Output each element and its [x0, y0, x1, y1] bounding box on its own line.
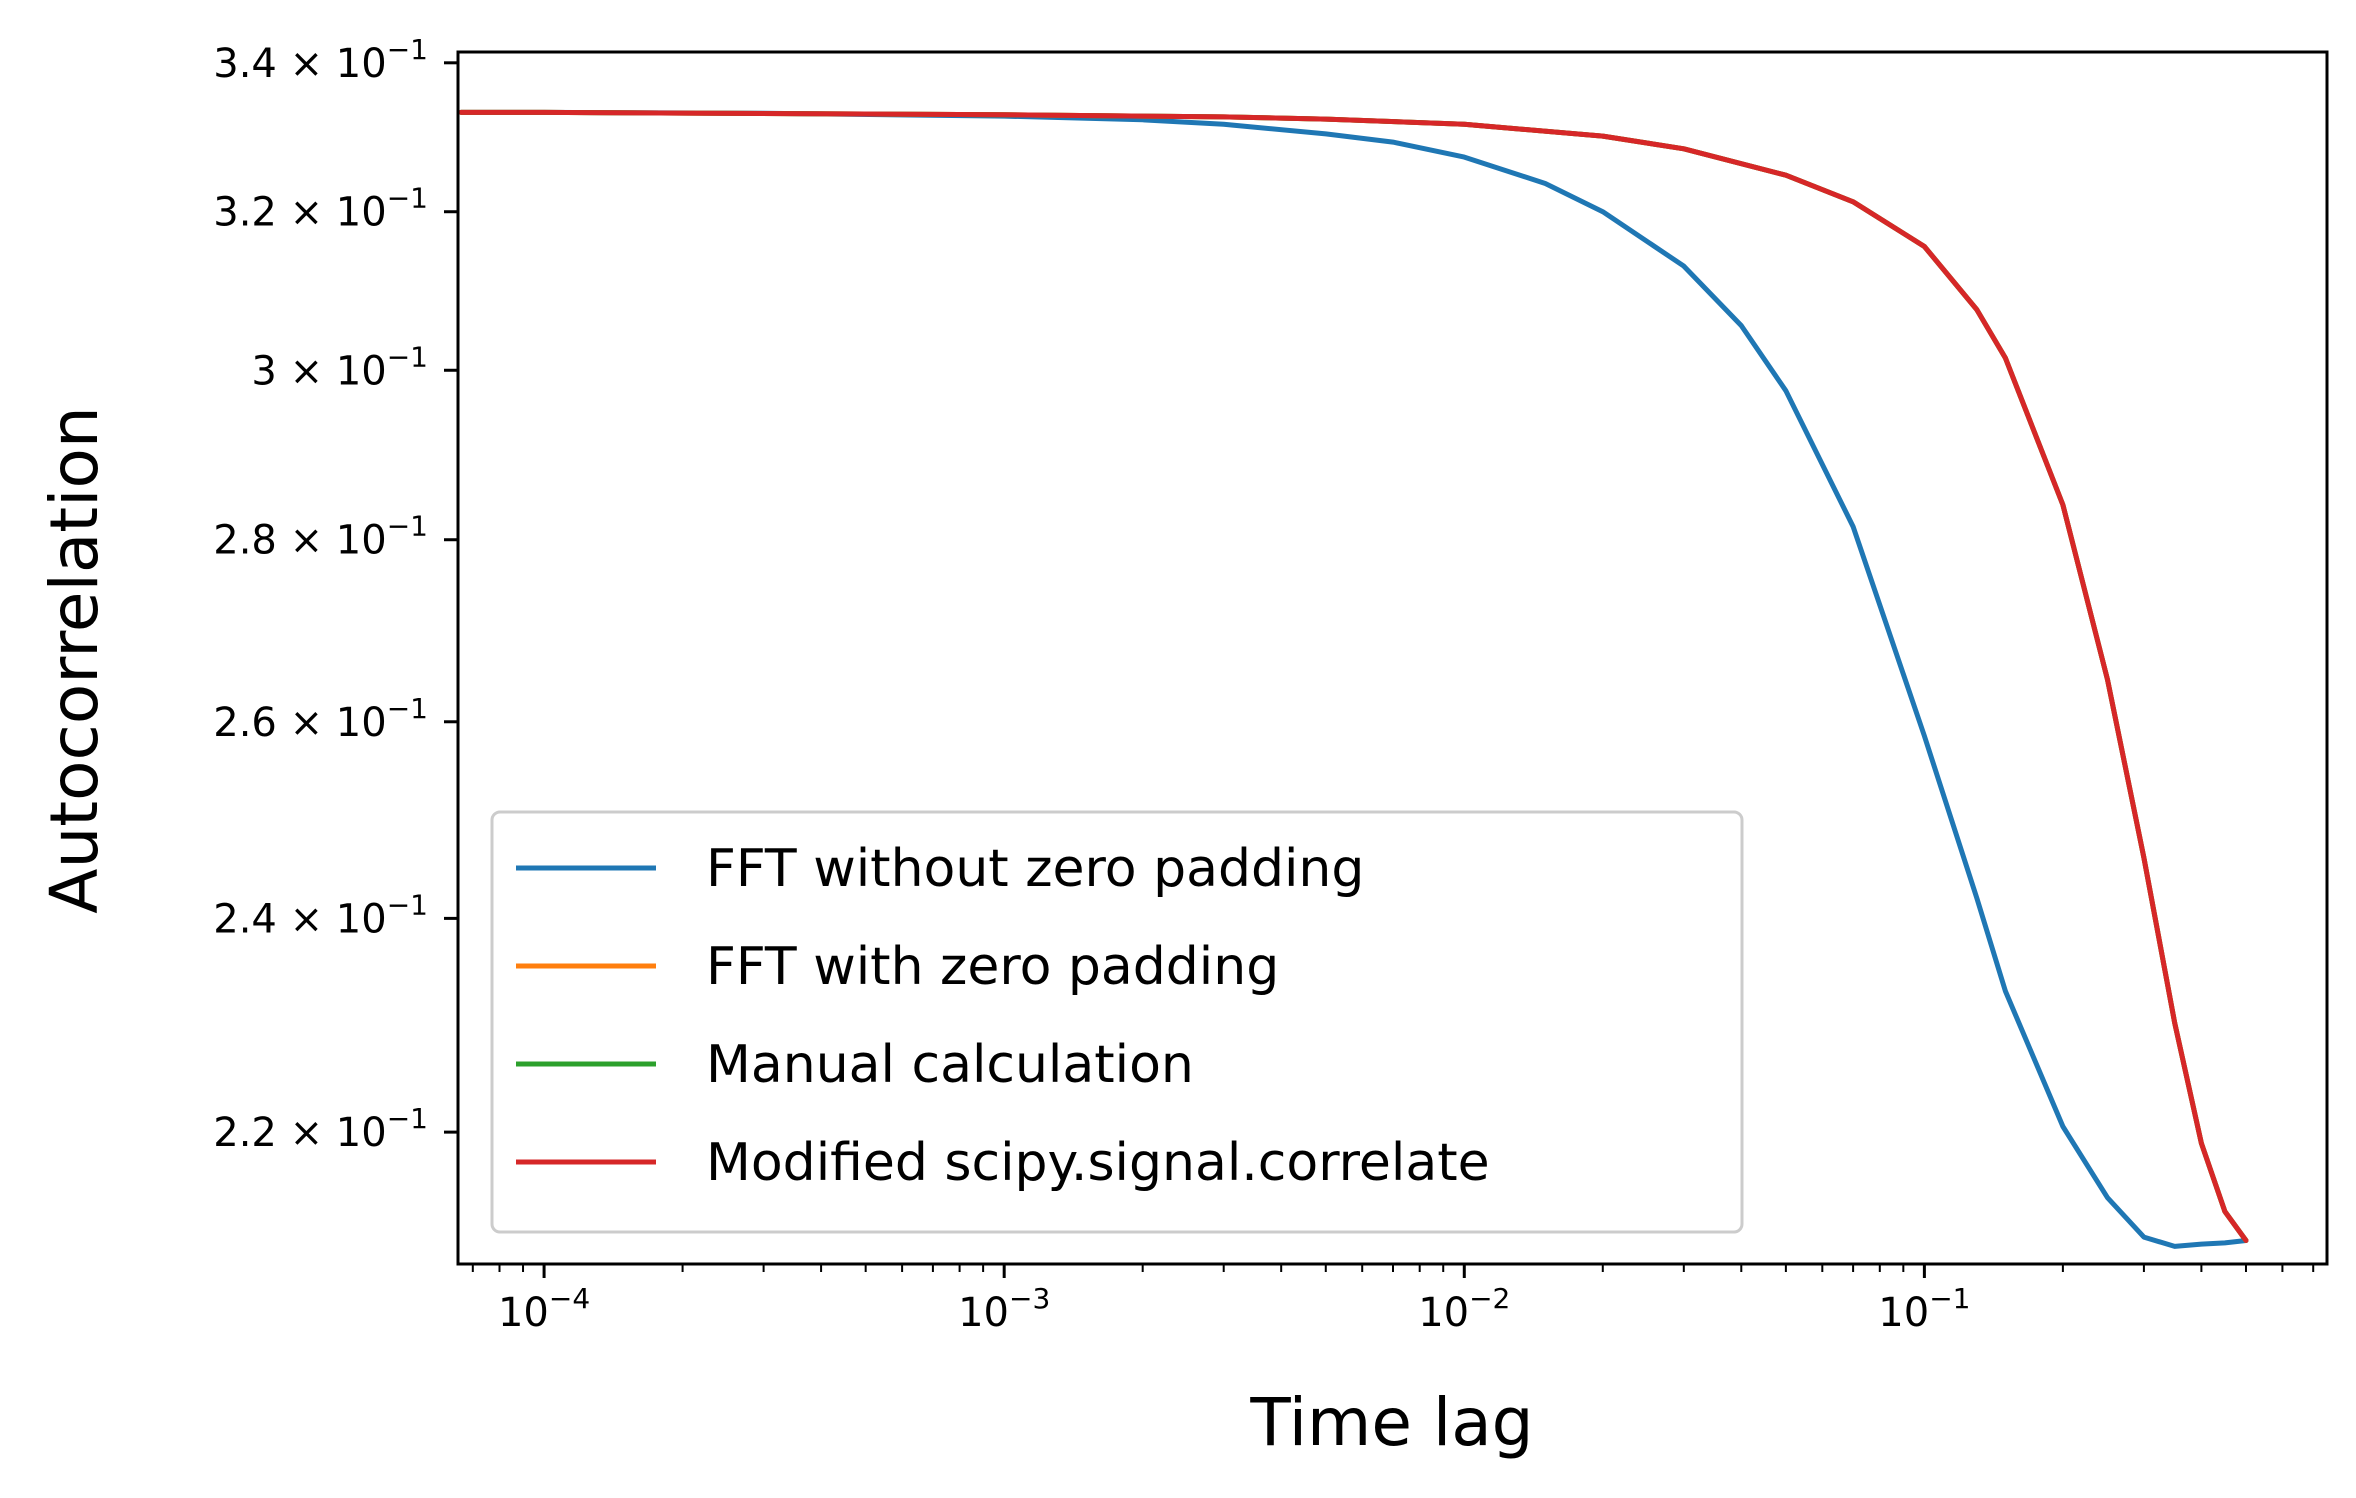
legend-label-1: FFT without zero padding	[706, 839, 1364, 899]
series-layer	[458, 109, 2249, 1249]
x-axis-title: Time lag	[1249, 1384, 1533, 1461]
x-tick-label: 10−2	[1418, 1282, 1510, 1336]
series-line-1	[458, 109, 2249, 1249]
y-axis-title: Autocorrelation	[36, 406, 113, 913]
legend-label-3: Manual calculation	[706, 1035, 1194, 1095]
y-tick-label: 3.2 × 10−1	[213, 182, 428, 236]
legend-label-4: Modified scipy.signal.correlate	[706, 1133, 1490, 1193]
y-axis-ticks: 3.4 × 10−1 3.2 × 10−1 3 × 10−1 2.8 × 10−1 2.…	[213, 33, 458, 1156]
x-axis-ticks: 10−4 10−3 10−2 10−1	[471, 1264, 2315, 1336]
legend-box	[490, 810, 1744, 1234]
series-line-4	[458, 109, 2249, 1243]
x-tick-label: 10−1	[1878, 1282, 1970, 1336]
legend: FFT without zero padding FFT with zero pa…	[490, 810, 1744, 1234]
legend-label-2: FFT with zero padding	[706, 937, 1279, 997]
x-tick-label: 10−3	[958, 1282, 1050, 1336]
y-tick-label: 3 × 10−1	[251, 340, 428, 394]
y-tick-label: 2.6 × 10−1	[213, 692, 428, 746]
y-tick-label: 2.8 × 10−1	[213, 510, 428, 564]
y-tick-label: 3.4 × 10−1	[213, 33, 428, 87]
y-tick-label: 2.4 × 10−1	[213, 888, 428, 942]
y-tick-label: 2.2 × 10−1	[213, 1102, 428, 1156]
x-tick-label: 10−4	[498, 1282, 590, 1336]
